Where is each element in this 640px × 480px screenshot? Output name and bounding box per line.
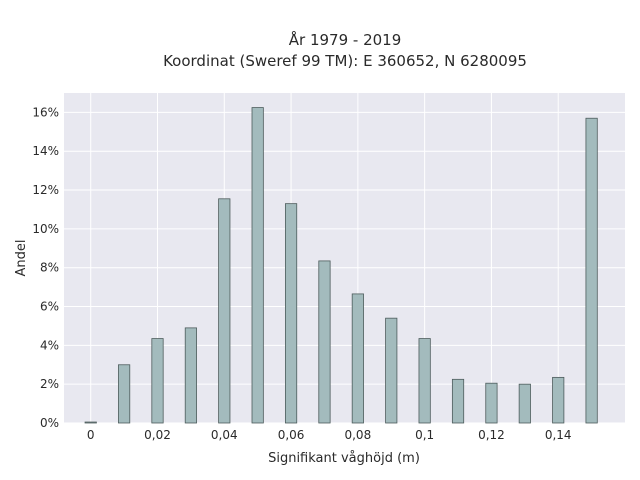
x-tick-label: 0: [87, 428, 95, 442]
bar: [84, 421, 97, 424]
y-axis-title: Andel: [14, 240, 29, 277]
y-tick-labels: 0% 2% 4% 6% 8% 10% 12% 14% 16%: [32, 105, 59, 430]
bar: [518, 383, 531, 424]
bar: [251, 107, 264, 424]
plot-area: [64, 93, 625, 423]
bar: [118, 364, 131, 424]
y-tick-label: 10%: [32, 222, 59, 236]
bar: [418, 338, 431, 424]
x-tick-label: 0,06: [278, 428, 305, 442]
y-tick-label: 8%: [40, 261, 59, 275]
x-tick-label: 0,04: [211, 428, 238, 442]
bar: [485, 382, 498, 424]
x-tick-label: 0,08: [344, 428, 371, 442]
bar: [351, 293, 364, 424]
chart-subtitle: Koordinat (Sweref 99 TM): E 360652, N 62…: [163, 52, 527, 70]
x-tick-label: 0,1: [415, 428, 434, 442]
y-tick-label: 4%: [40, 338, 59, 352]
bar: [184, 327, 197, 424]
bar: [585, 117, 598, 424]
chart-title: År 1979 - 2019: [289, 30, 402, 49]
y-tick-label: 6%: [40, 300, 59, 314]
bar: [218, 198, 231, 424]
x-axis-title: Signifikant våghöjd (m): [268, 451, 420, 466]
y-tick-label: 12%: [32, 183, 59, 197]
bar: [451, 378, 465, 424]
y-tick-label: 0%: [40, 416, 59, 430]
bar: [552, 376, 565, 424]
y-tick-label: 14%: [32, 144, 59, 158]
bar: [318, 260, 331, 424]
x-tick-label: 0,02: [144, 428, 171, 442]
bar: [151, 338, 164, 424]
bar: [385, 317, 398, 424]
y-tick-label: 2%: [40, 377, 59, 391]
x-tick-labels: 0 0,02 0,04 0,06 0,08 0,1 0,12 0,14: [87, 428, 572, 442]
x-tick-label: 0,14: [545, 428, 572, 442]
x-tick-label: 0,12: [478, 428, 505, 442]
bar: [284, 203, 298, 424]
bars: [84, 107, 598, 424]
y-tick-label: 16%: [32, 105, 59, 119]
